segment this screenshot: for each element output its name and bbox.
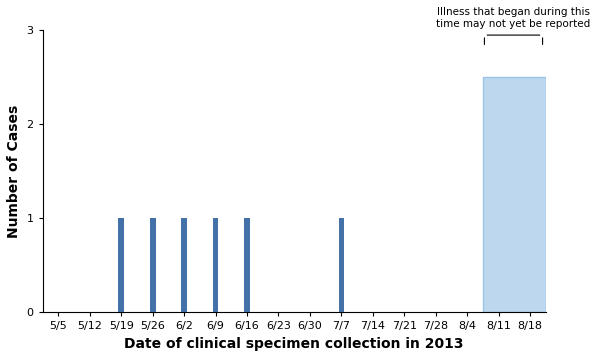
Bar	[213, 218, 218, 313]
Bar	[483, 77, 546, 313]
Text: Illness that began during this
time may not yet be reported: Illness that began during this time may …	[436, 7, 590, 29]
X-axis label: Date of clinical specimen collection in 2013: Date of clinical specimen collection in …	[124, 337, 464, 351]
Bar	[338, 218, 344, 313]
Bar	[118, 218, 124, 313]
Y-axis label: Number of Cases: Number of Cases	[7, 105, 21, 238]
Bar	[181, 218, 187, 313]
Bar	[244, 218, 250, 313]
Bar	[150, 218, 155, 313]
